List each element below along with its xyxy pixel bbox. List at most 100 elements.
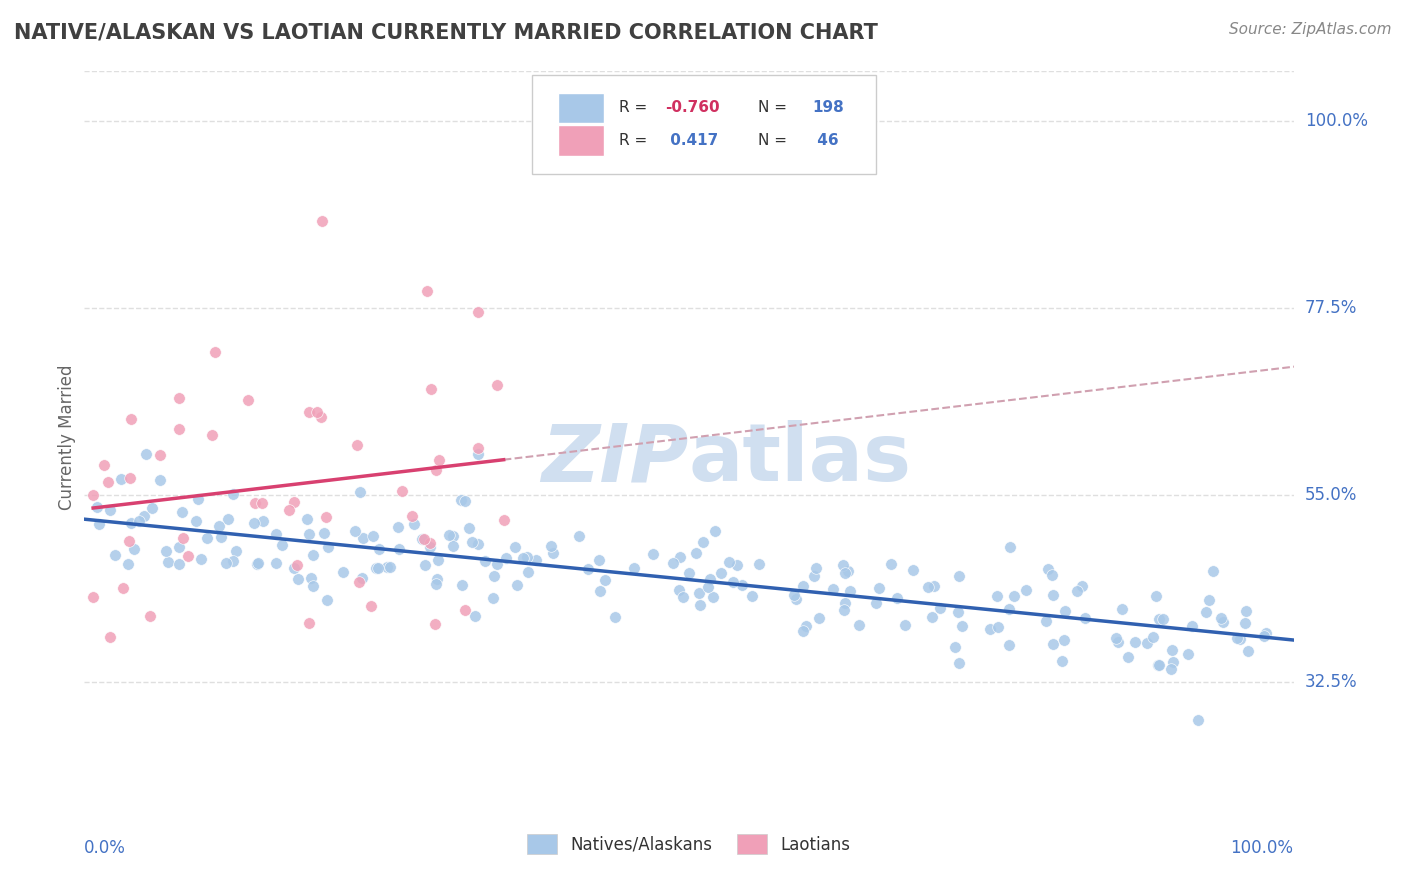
Point — [316, 540, 339, 554]
Point — [1118, 650, 1140, 665]
Text: R =: R = — [619, 133, 652, 148]
Point — [1144, 589, 1167, 603]
Point — [678, 566, 700, 580]
Point — [87, 517, 110, 532]
Point — [172, 531, 194, 545]
Point — [177, 549, 200, 564]
Point — [316, 592, 339, 607]
Point — [998, 602, 1021, 616]
Point — [792, 624, 814, 638]
Point — [388, 542, 411, 557]
Point — [401, 508, 423, 523]
Point — [834, 603, 856, 617]
Point — [492, 513, 515, 527]
Point — [685, 546, 707, 560]
Point — [298, 405, 321, 419]
Point — [184, 514, 207, 528]
Point — [387, 520, 409, 534]
Point — [1053, 632, 1076, 647]
Point — [450, 492, 472, 507]
Point — [461, 535, 484, 549]
Point — [669, 549, 692, 564]
Point — [1226, 632, 1249, 646]
Point — [921, 610, 943, 624]
Point — [704, 524, 727, 538]
Point — [134, 508, 156, 523]
Point — [187, 491, 209, 506]
Point — [247, 556, 270, 570]
Point — [367, 561, 389, 575]
Point — [437, 528, 460, 542]
Point — [1212, 615, 1234, 629]
Point — [917, 580, 939, 594]
Point — [540, 539, 562, 553]
Point — [588, 553, 610, 567]
Point — [672, 591, 695, 605]
Point — [869, 582, 891, 596]
Point — [1202, 564, 1225, 578]
Point — [464, 609, 486, 624]
Point — [402, 516, 425, 531]
Point — [1146, 658, 1168, 673]
Point — [201, 427, 224, 442]
Point — [167, 422, 190, 436]
Point — [352, 532, 374, 546]
Point — [332, 565, 354, 579]
Point — [1229, 632, 1251, 647]
Point — [120, 516, 142, 530]
Point — [1234, 604, 1257, 618]
Point — [785, 591, 807, 606]
Point — [271, 538, 294, 552]
Point — [214, 556, 236, 570]
Point — [699, 572, 721, 586]
Point — [481, 591, 503, 605]
Point — [156, 556, 179, 570]
Point — [1160, 662, 1182, 676]
Point — [979, 623, 1001, 637]
Point — [1136, 636, 1159, 650]
Text: 0.0%: 0.0% — [84, 839, 127, 857]
Point — [1187, 713, 1209, 727]
FancyBboxPatch shape — [531, 75, 876, 174]
Point — [1254, 626, 1277, 640]
Point — [120, 471, 142, 485]
Point — [986, 620, 1008, 634]
Text: 46: 46 — [813, 133, 839, 148]
Point — [167, 540, 190, 554]
Point — [349, 575, 371, 590]
Point — [250, 496, 273, 510]
Point — [1181, 619, 1204, 633]
Point — [301, 579, 323, 593]
Point — [1234, 616, 1257, 631]
Point — [110, 472, 132, 486]
Point — [413, 533, 436, 547]
Point — [264, 527, 287, 541]
Point — [450, 578, 472, 592]
Point — [98, 503, 121, 517]
Point — [1107, 635, 1129, 649]
Point — [349, 485, 371, 500]
Point — [880, 558, 903, 572]
Point — [350, 571, 373, 585]
Point — [287, 572, 309, 586]
Point — [380, 560, 402, 574]
Point — [603, 609, 626, 624]
Point — [222, 554, 245, 568]
Point — [1040, 568, 1063, 582]
Point — [946, 605, 969, 619]
Point — [312, 525, 335, 540]
Point — [367, 541, 389, 556]
Point — [865, 596, 887, 610]
Text: ZIP: ZIP — [541, 420, 689, 498]
Point — [517, 566, 540, 580]
Point — [576, 561, 599, 575]
Point — [458, 521, 481, 535]
Point — [363, 529, 385, 543]
Point — [1161, 642, 1184, 657]
Point — [837, 564, 859, 578]
Text: Source: ZipAtlas.com: Source: ZipAtlas.com — [1229, 22, 1392, 37]
Point — [482, 569, 505, 583]
Point — [1198, 592, 1220, 607]
Point — [128, 514, 150, 528]
Point — [688, 586, 710, 600]
